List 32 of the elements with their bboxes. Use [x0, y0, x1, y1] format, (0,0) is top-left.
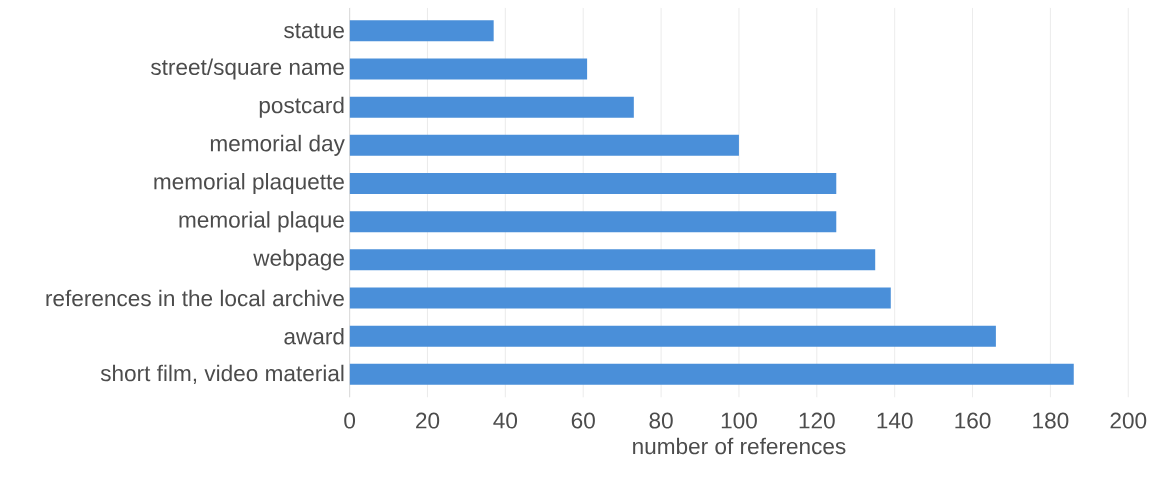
bar	[349, 211, 837, 233]
x-tick-label: 180	[1033, 412, 1069, 429]
y-tick-label: references in the local archive	[46, 289, 344, 307]
x-tick-label: 100	[721, 412, 757, 429]
x-tick-label: 160	[955, 412, 991, 429]
bar	[349, 20, 494, 42]
x-tick-label: 20	[416, 412, 440, 429]
y-tick-label: short film, video material	[100, 364, 344, 384]
x-tick-label: 200	[1110, 412, 1147, 429]
y-tick-label: webpage	[253, 249, 344, 271]
y-tick-label: memorial plaquette	[154, 172, 344, 195]
y-tick-label: statue	[284, 23, 344, 39]
y-tick-label: street/square name	[150, 58, 344, 80]
x-axis-title: number of references	[633, 437, 846, 455]
x-tick-label: 60	[571, 412, 595, 429]
x-tick-label: 120	[799, 412, 835, 429]
x-tick-label: 140	[877, 412, 913, 429]
y-tick-label: award	[284, 327, 344, 345]
bar	[349, 363, 1074, 385]
y-tick-label: memorial day	[210, 134, 345, 156]
bar	[349, 172, 837, 194]
x-tick-label: 80	[649, 412, 673, 429]
x-tick-label: 40	[493, 412, 518, 429]
bar	[349, 58, 588, 80]
bar	[349, 96, 634, 118]
bar	[349, 287, 891, 309]
y-tick-label: postcard	[259, 96, 344, 118]
y-tick-label: memorial plaque	[179, 211, 344, 233]
bar	[349, 134, 739, 156]
bar	[349, 249, 876, 271]
bar	[349, 325, 996, 347]
x-tick-label: 0	[344, 412, 356, 429]
